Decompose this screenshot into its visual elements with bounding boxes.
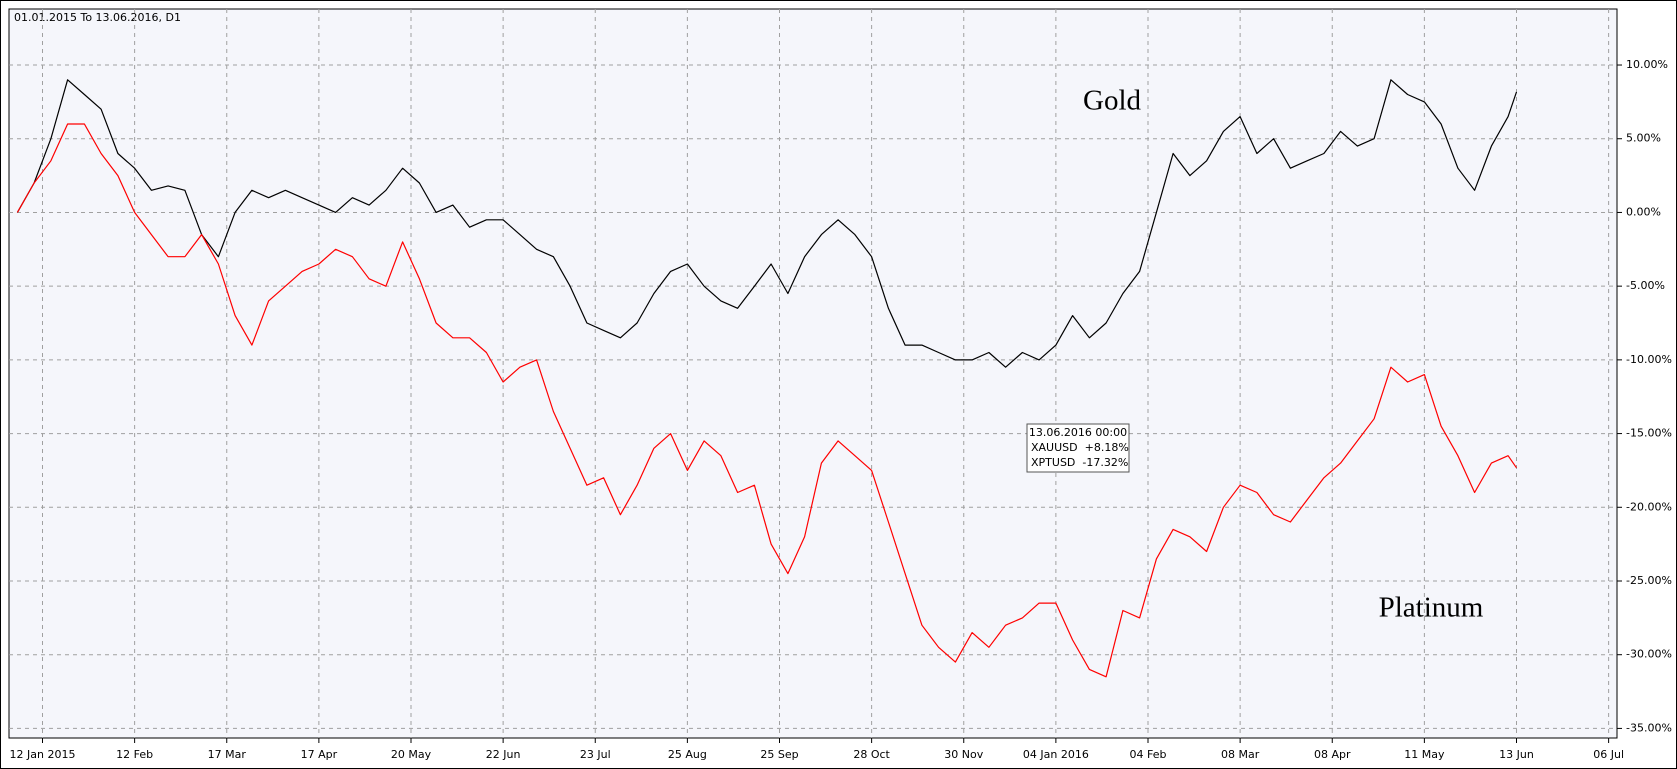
series-label: Platinum	[1379, 592, 1484, 624]
y-tick-label: 5.00%	[1626, 132, 1661, 145]
tooltip-title: 13.06.2016 00:00	[1029, 426, 1127, 439]
line-series	[16, 79, 1518, 368]
x-tick-label: 04 Jan 2016	[1023, 748, 1089, 761]
x-tick-label: 12 Feb	[116, 748, 153, 761]
x-tick-label: 22 Jun	[486, 748, 521, 761]
y-tick-label: 0.00%	[1626, 205, 1661, 218]
y-tick-label: -10.00%	[1626, 353, 1672, 366]
x-tick-label: 17 Apr	[301, 748, 338, 761]
x-tick-label: 23 Jul	[580, 748, 611, 761]
line-series	[16, 123, 1517, 678]
x-tick-label: 11 May	[1404, 748, 1445, 761]
chart-title: 01.01.2015 To 13.06.2016, D1	[14, 11, 181, 24]
x-tick-label: 04 Feb	[1130, 748, 1167, 761]
tooltip-row: XPTUSD -17.32%	[1031, 456, 1128, 469]
x-tick-label: 28 Oct	[853, 748, 890, 761]
tooltip-box	[1026, 423, 1130, 473]
x-tick-label: 17 Mar	[208, 748, 247, 761]
x-tick-label: 25 Sep	[760, 748, 798, 761]
x-tick-label: 08 Apr	[1314, 748, 1351, 761]
x-tick-label: 08 Mar	[1221, 748, 1260, 761]
y-tick-label: -20.00%	[1626, 500, 1672, 513]
y-tick-label: -35.00%	[1626, 721, 1672, 734]
series-label: Gold	[1083, 85, 1142, 117]
y-tick-label: -30.00%	[1626, 648, 1672, 661]
y-tick-label: -5.00%	[1626, 279, 1665, 292]
y-tick-label: -15.00%	[1626, 427, 1672, 440]
x-tick-label: 06 Jul	[1593, 748, 1624, 761]
x-tick-label: 20 May	[391, 748, 432, 761]
y-tick-label: -25.00%	[1626, 574, 1672, 587]
plot-area	[8, 8, 1618, 739]
x-tick-label: 30 Nov	[944, 748, 983, 761]
tooltip-row: XAUUSD +8.18%	[1031, 441, 1129, 454]
x-tick-label: 13 Jun	[1499, 748, 1534, 761]
x-tick-label: 12 Jan 2015	[10, 748, 76, 761]
x-tick-label: 25 Aug	[668, 748, 707, 761]
y-tick-label: 10.00%	[1626, 58, 1668, 71]
